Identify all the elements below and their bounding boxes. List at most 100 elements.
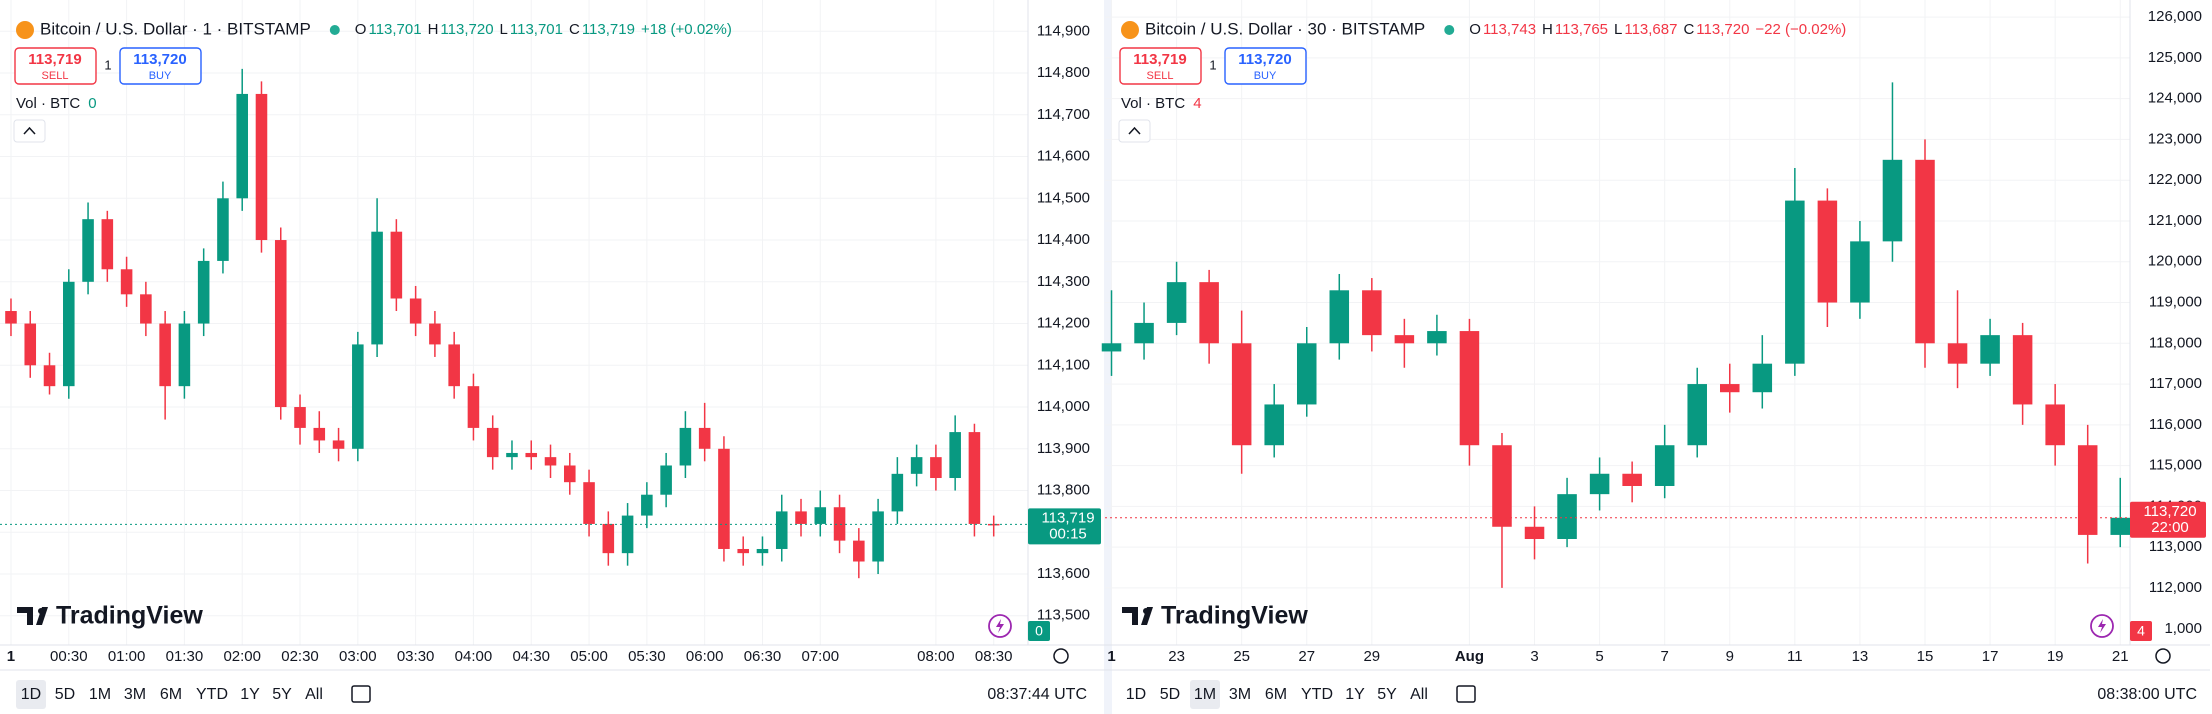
buy-label: BUY: [149, 70, 172, 82]
candle-body: [2012, 335, 2033, 405]
buy-button[interactable]: [119, 47, 202, 85]
y-tick-label: 114,600: [1037, 148, 1090, 165]
range-button[interactable]: 1D: [1126, 686, 1146, 703]
candle-body: [544, 457, 557, 466]
ohlc-key: O: [1469, 21, 1481, 38]
x-tick-label: 06:30: [744, 648, 782, 665]
x-tick-label: 21: [2112, 648, 2129, 665]
sell-button[interactable]: [1119, 47, 1202, 85]
volume-tag: 0: [1035, 623, 1043, 639]
x-tick-label: 17: [1982, 648, 1999, 665]
x-tick-label: 04:30: [512, 648, 550, 665]
x-tick-label: 02:00: [223, 648, 261, 665]
countdown: 22:00: [2151, 519, 2189, 536]
candle-body: [1720, 384, 1740, 393]
range-button[interactable]: All: [305, 686, 323, 703]
candle-body: [2077, 445, 2098, 535]
candle-body: [2045, 404, 2065, 446]
x-tick-label: 25: [1233, 648, 1250, 665]
candle-body: [24, 323, 37, 366]
x-tick-label: 03:00: [339, 648, 377, 665]
range-button[interactable]: 6M: [1265, 686, 1287, 703]
candle-body: [525, 452, 538, 458]
date-range-icon[interactable]: [1456, 685, 1476, 703]
range-button[interactable]: 1Y: [1345, 686, 1365, 703]
ohlc-key: H: [428, 21, 439, 38]
ohlc-key: L: [1614, 21, 1622, 38]
volume-value: 4: [1193, 95, 1201, 112]
range-button[interactable]: YTD: [196, 686, 228, 703]
y-tick-label: 126,000: [2148, 8, 2202, 25]
sell-price: 113,719: [1133, 51, 1186, 68]
candle-body: [1264, 404, 1284, 446]
x-tick-label: Aug: [1455, 648, 1484, 665]
range-button[interactable]: YTD: [1301, 686, 1333, 703]
range-button[interactable]: 3M: [1229, 686, 1251, 703]
x-tick-label: 5: [1595, 648, 1603, 665]
sell-button[interactable]: [14, 47, 97, 85]
candle-body: [641, 494, 653, 516]
range-button[interactable]: 5D: [55, 686, 75, 703]
collapse-button[interactable]: [1118, 119, 1151, 143]
symbol-title: Bitcoin / U.S. Dollar · 1 · BITSTAMP: [40, 19, 311, 38]
watermark: TradingView: [1161, 602, 1308, 630]
ohlc-key: H: [1542, 21, 1553, 38]
symbol-icon: [1121, 21, 1139, 39]
y-tick-label: 114,700: [1037, 106, 1090, 123]
collapse-icon: [23, 126, 36, 135]
candle-body: [1459, 331, 1480, 446]
ohlc-key: C: [1683, 21, 1694, 38]
candle-body: [1752, 363, 1773, 393]
range-button[interactable]: 3M: [124, 686, 146, 703]
candle-body: [390, 231, 403, 299]
candle-body: [294, 407, 306, 428]
ohlc-key: C: [569, 21, 580, 38]
range-button[interactable]: 1M: [89, 686, 111, 703]
chart-panel: 113,500113,600113,700113,800113,900114,0…: [0, 0, 1105, 709]
buy-button[interactable]: [1224, 47, 1307, 85]
y-tick-label: 114,900: [1037, 22, 1090, 39]
market-status-dot: [329, 25, 340, 35]
y-tick-label: 114,200: [1037, 315, 1090, 332]
y-tick-label: 112,000: [2149, 579, 2202, 596]
buy-price: 113,720: [133, 51, 186, 68]
range-button[interactable]: 1D: [21, 686, 41, 703]
date-range-icon[interactable]: [351, 685, 371, 703]
price-tag-bg: [2130, 501, 2206, 538]
candle-body: [5, 311, 17, 324]
candle-body: [1882, 159, 1903, 242]
x-tick-label: 11: [1787, 648, 1803, 665]
y-tick-label: 114,500: [1037, 189, 1090, 206]
ohlc-value: 113,765: [1555, 21, 1608, 38]
x-tick-label: 23: [1168, 648, 1185, 665]
collapse-button[interactable]: [13, 119, 46, 143]
candle-body: [43, 365, 56, 387]
candle-body: [1427, 331, 1447, 344]
quantity: 1: [1209, 57, 1216, 72]
range-button[interactable]: All: [1410, 686, 1428, 703]
x-tick-label: 01:30: [166, 648, 204, 665]
change-value: −22 (−0.02%): [1755, 21, 1846, 38]
range-button[interactable]: 1M: [1194, 686, 1216, 703]
candle-body: [371, 231, 383, 345]
range-button[interactable]: 6M: [160, 686, 182, 703]
range-button[interactable]: 5D: [1160, 686, 1180, 703]
candle-body: [853, 540, 865, 562]
volume-label: Vol · BTC: [16, 95, 80, 112]
range-button[interactable]: 1Y: [240, 686, 260, 703]
volume-tick-label: 1,000: [2164, 620, 2202, 637]
candle-body: [1134, 322, 1154, 344]
ohlc-value: 113,701: [368, 21, 421, 38]
candle-body: [1492, 445, 1512, 527]
candle-body: [448, 344, 460, 387]
settings-icon[interactable]: [1053, 648, 1069, 664]
candle-body: [352, 344, 364, 449]
candle-body: [2110, 517, 2130, 535]
candle-body: [795, 511, 807, 524]
clock: 08:38:00 UTC: [2097, 686, 2197, 703]
settings-icon[interactable]: [2155, 648, 2171, 664]
range-button[interactable]: 5Y: [1377, 686, 1397, 703]
price-tag: 113,720: [2143, 503, 2196, 520]
candle-body: [120, 269, 133, 295]
range-button[interactable]: 5Y: [272, 686, 292, 703]
